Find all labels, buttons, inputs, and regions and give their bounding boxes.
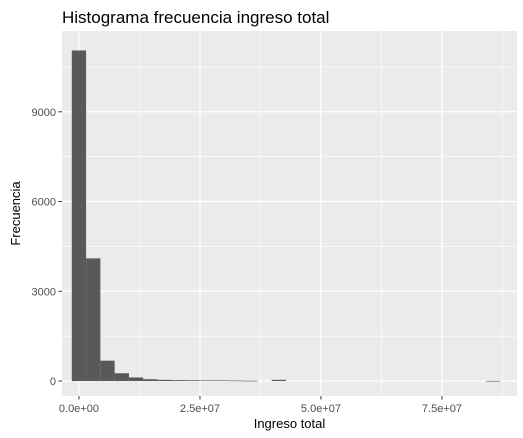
histogram-bar (71, 50, 87, 382)
y-tick-label: 0 (50, 376, 56, 388)
y-tick-label: 9000 (32, 107, 56, 119)
histogram-bars (71, 50, 501, 382)
histogram-bar (243, 380, 258, 382)
histogram-bar (143, 379, 158, 382)
histogram-bar (100, 360, 115, 382)
histogram-bar (86, 258, 101, 382)
histogram-bar (214, 380, 229, 382)
histogram-bar (200, 380, 215, 382)
y-axis-ticks: 0 3000 6000 9000 (32, 107, 62, 388)
histogram-bar (186, 380, 201, 382)
y-axis-title: Frecuencia (8, 181, 23, 246)
histogram-bar (228, 380, 244, 382)
y-tick-label: 6000 (32, 197, 56, 209)
histogram-bar (157, 379, 172, 382)
x-tick-label: 5.0e+07 (301, 403, 341, 415)
histogram-bar (171, 380, 187, 382)
x-tick-label: 0.0e+00 (59, 403, 99, 415)
x-tick-label: 7.5e+07 (422, 403, 462, 415)
y-tick-label: 3000 (32, 286, 56, 298)
histogram-bar (114, 373, 129, 382)
chart-title: Histograma frecuencia ingreso total (62, 8, 329, 27)
histogram-bar (485, 380, 501, 382)
plot-panel (62, 31, 517, 396)
histogram-bar (128, 377, 144, 382)
minor-gridlines (62, 31, 517, 396)
x-tick-label: 2.5e+07 (180, 403, 220, 415)
histogram-bar (271, 379, 286, 382)
x-axis-ticks: 0.0e+00 2.5e+07 5.0e+07 7.5e+07 (59, 396, 462, 415)
x-axis-title: Ingreso total (254, 416, 326, 431)
